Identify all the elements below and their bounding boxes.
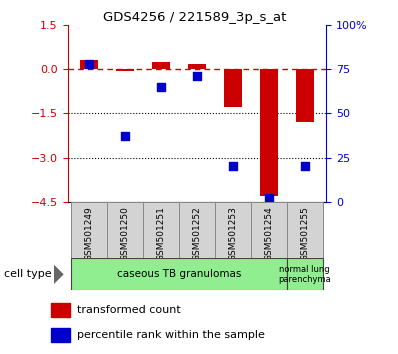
- Text: cell type: cell type: [4, 269, 52, 279]
- Text: GSM501253: GSM501253: [228, 206, 238, 261]
- Point: [194, 73, 200, 79]
- Bar: [71, 258, 287, 290]
- Text: GSM501255: GSM501255: [300, 206, 309, 261]
- Bar: [224, 69, 242, 107]
- Bar: [143, 202, 179, 258]
- Bar: [287, 258, 323, 290]
- Point: [122, 133, 128, 139]
- Text: GSM501254: GSM501254: [264, 206, 273, 261]
- Bar: [287, 202, 323, 258]
- Bar: [179, 202, 215, 258]
- Point: [230, 164, 236, 169]
- Bar: [260, 69, 278, 196]
- Text: percentile rank within the sample: percentile rank within the sample: [76, 330, 264, 340]
- Bar: [80, 60, 98, 69]
- Text: transformed count: transformed count: [76, 305, 180, 315]
- Text: GSM501249: GSM501249: [85, 206, 94, 261]
- Point: [302, 164, 308, 169]
- Text: normal lung
parenchyma: normal lung parenchyma: [279, 265, 331, 284]
- Point: [86, 61, 92, 67]
- Bar: [296, 69, 314, 122]
- Text: GSM501252: GSM501252: [193, 206, 201, 261]
- Bar: [51, 328, 70, 342]
- Bar: [71, 202, 107, 258]
- Bar: [188, 64, 206, 69]
- Bar: [251, 202, 287, 258]
- Bar: [116, 69, 134, 70]
- Bar: [107, 202, 143, 258]
- Text: caseous TB granulomas: caseous TB granulomas: [117, 269, 241, 279]
- Bar: [215, 202, 251, 258]
- Text: GSM501251: GSM501251: [156, 206, 166, 261]
- Point: [158, 84, 164, 90]
- Bar: [152, 62, 170, 69]
- Text: GSM501250: GSM501250: [121, 206, 130, 261]
- Point: [266, 195, 272, 201]
- Polygon shape: [54, 264, 64, 284]
- Bar: [51, 303, 70, 317]
- Text: GDS4256 / 221589_3p_s_at: GDS4256 / 221589_3p_s_at: [103, 11, 287, 24]
